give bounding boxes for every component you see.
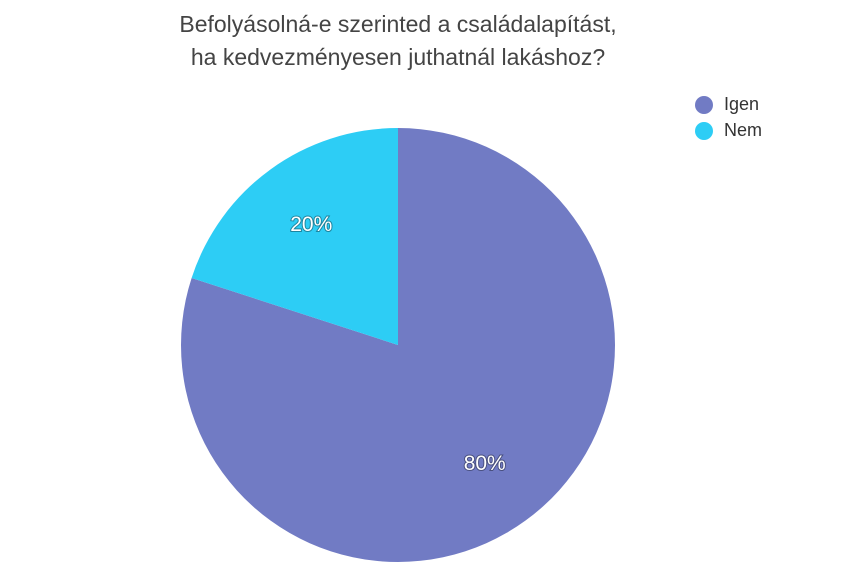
legend-marker (695, 122, 713, 140)
slice-label: 20% (290, 213, 332, 236)
legend-label: Igen (724, 94, 759, 114)
legend-label: Nem (724, 120, 762, 140)
chart-title: Befolyásolná-e szerinted a családalapítá… (179, 11, 617, 70)
legend-marker (695, 96, 713, 114)
slice-label: 80% (464, 452, 506, 475)
pie-slice (181, 128, 616, 563)
pie-slice (191, 128, 398, 345)
